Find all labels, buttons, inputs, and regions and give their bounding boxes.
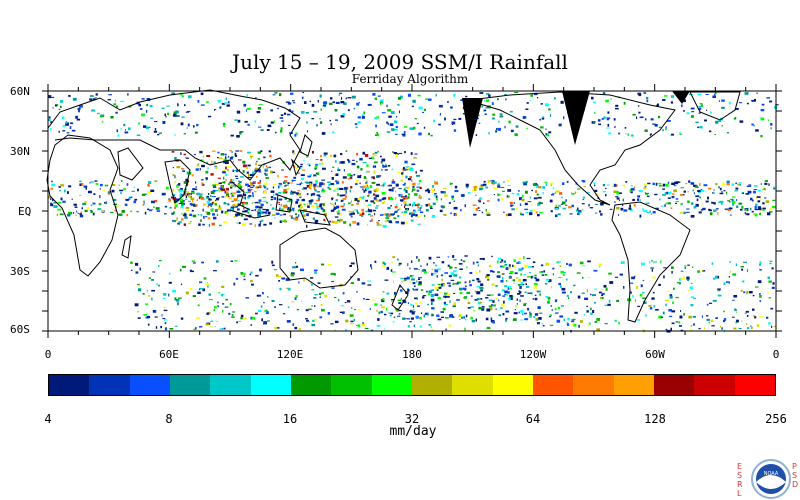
colorbar-swatch <box>89 375 130 395</box>
colorbar-tick-4: 4 <box>44 412 52 426</box>
lat-label-30n: 30N <box>10 145 30 158</box>
colorbar-swatch <box>653 375 695 395</box>
lon-label-0: 0 <box>44 348 52 361</box>
missing-swath-2 <box>562 91 590 145</box>
colorbar-swatch <box>452 375 493 395</box>
lon-label-60w: 60W <box>645 348 665 361</box>
colorbar-tick-16: 16 <box>282 412 298 426</box>
lon-label-120e: 120E <box>276 348 304 361</box>
colorbar-tick-8: 8 <box>165 412 173 426</box>
colorbar-swatch <box>411 375 453 395</box>
lon-label-180: 180 <box>402 348 422 361</box>
colorbar-swatch <box>290 375 332 395</box>
missing-swath-1 <box>462 98 483 148</box>
lat-label-60n: 60N <box>10 85 30 98</box>
lat-label-60s: 60S <box>10 323 30 336</box>
colorbar-tick-32: 32 <box>404 412 420 426</box>
colorbar-swatch <box>734 375 775 395</box>
colorbar-tick-64: 64 <box>525 412 541 426</box>
colorbar <box>48 374 776 396</box>
colorbar-swatch <box>250 375 291 395</box>
chart-title: July 15 – 19, 2009 SSM/I Rainfall <box>232 50 568 74</box>
lat-label-30s: 30S <box>10 265 30 278</box>
lat-label-eq: EQ <box>18 205 32 218</box>
colorbar-swatch <box>371 375 412 395</box>
colorbar-swatch <box>129 375 170 395</box>
colorbar-swatch <box>210 375 251 395</box>
lon-label-120w: 120W <box>519 348 547 361</box>
colorbar-swatch <box>573 375 614 395</box>
colorbar-swatch <box>613 375 654 395</box>
colorbar-swatch <box>331 375 372 395</box>
lon-label-0-right: 0 <box>772 348 780 361</box>
colorbar-swatch <box>49 375 90 395</box>
noaa-logo: NOAA <box>751 459 791 499</box>
colorbar-swatch <box>694 375 735 395</box>
rainfall-data-layer <box>48 92 779 333</box>
colorbar-tick-256: 256 <box>765 412 787 426</box>
coastlines <box>46 89 741 323</box>
colorbar-swatch <box>492 375 533 395</box>
colorbar-unit: mm/day <box>389 424 437 439</box>
lon-label-60e: 60E <box>159 348 179 361</box>
noaa-text: NOAA <box>764 471 779 477</box>
chart-subtitle: Ferriday Algorithm <box>351 72 469 86</box>
colorbar-swatch <box>532 375 574 395</box>
colorbar-tick-128: 128 <box>644 412 666 426</box>
colorbar-swatch <box>169 375 211 395</box>
missing-swath-3 <box>672 91 690 104</box>
